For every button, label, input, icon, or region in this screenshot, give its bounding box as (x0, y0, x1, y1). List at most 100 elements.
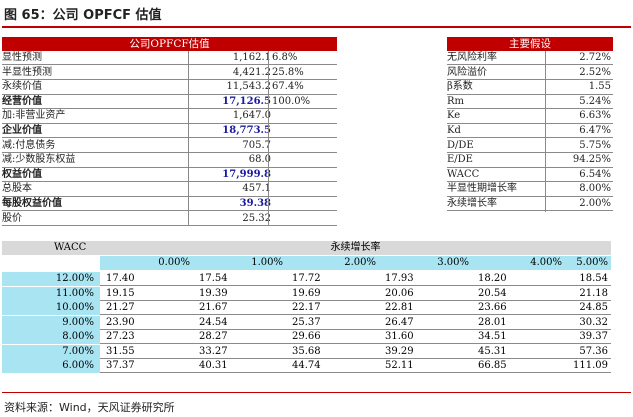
valuation-value: 4,421.2 (232, 66, 271, 78)
sensitivity-value-cell: 30.32 (579, 316, 608, 328)
sensitivity-row: 11.00% 19.15 19.39 19.69 20.06 20.54 21.18 (2, 286, 611, 301)
sensitivity-value-cell: 44.74 (292, 360, 321, 371)
assumption-value: 2.52% (579, 66, 611, 78)
sensitivity-value-cell: 34.51 (478, 331, 507, 342)
assumption-row: Kd 6.47% (447, 124, 613, 139)
title-rule (2, 26, 631, 28)
row-rule (100, 372, 611, 374)
sensitivity-header-row: WACC 永续增长率 (2, 241, 611, 256)
assumption-value: 5.24% (579, 95, 611, 107)
wacc-rate-cell: 11.00% (2, 286, 100, 301)
valuation-value: 68.0 (248, 154, 271, 166)
sensitivity-value-cell: 17.40 (106, 273, 135, 284)
table-divider (188, 51, 189, 227)
assumption-row: 风险溢价 2.52% (447, 66, 613, 80)
sensitivity-value-cell: 22.81 (385, 302, 414, 313)
valuation-label: 权益价值 (2, 168, 42, 180)
sensitivity-value-cell: 29.66 (292, 331, 321, 342)
sensitivity-value-cell: 35.68 (292, 345, 321, 357)
assumption-row: E/DE 94.25% (447, 153, 613, 168)
valuation-value: 1,162.1 (232, 52, 271, 63)
valuation-percent: 100.0% (272, 95, 311, 107)
valuation-row: 企业价值 18,773.5 (2, 124, 337, 139)
sensitivity-value-cell: 22.17 (292, 302, 321, 313)
assumption-row: 半显性期增长率 8.00% (447, 182, 613, 197)
valuation-label: 减:少数股东权益 (2, 154, 76, 166)
valuation-value: 17,999.8 (222, 168, 271, 180)
sensitivity-value-cell: 23.66 (478, 302, 507, 313)
sensitivity-value-cell: 19.69 (292, 287, 321, 299)
valuation-row: 减:少数股东权益 68.0 (2, 153, 337, 168)
sensitivity-value-cell: 20.06 (385, 287, 414, 299)
assumption-value: 6.47% (579, 125, 611, 136)
assumption-label: D/DE (447, 139, 474, 151)
valuation-value: 11,543.2 (226, 81, 271, 93)
sensitivity-value-cell: 28.27 (199, 331, 228, 342)
growth-rate-cell: 5.00% (565, 255, 611, 270)
table-divider (545, 51, 546, 212)
figure-title: 图 65：公司 OPFCF 估值 (4, 8, 162, 23)
assumption-value: 6.54% (579, 168, 611, 180)
wacc-rate-cell: 10.00% (2, 301, 100, 316)
growth-rate-row: 0.00% 1.00% 2.00% 3.00% 4.00% 5.00% (2, 255, 611, 270)
sensitivity-value-cell: 21.27 (106, 302, 135, 313)
valuation-value: 18,773.5 (222, 125, 271, 136)
valuation-row: 经营价值 17,126.5 100.0% (2, 95, 337, 110)
growth-rate-cell: 0.00% (100, 255, 193, 270)
sensitivity-value-cell: 57.36 (579, 345, 608, 357)
assumption-label: Kd (447, 125, 461, 136)
growth-rate-cell: 4.00% (472, 255, 565, 270)
assumption-row: Ke 6.63% (447, 109, 613, 124)
sensitivity-value-cell: 25.37 (292, 316, 321, 328)
valuation-value: 1,647.0 (232, 110, 271, 122)
assumption-value: 6.63% (579, 110, 611, 122)
assumption-label: WACC (447, 168, 480, 180)
sensitivity-value-cell: 18.54 (579, 273, 608, 284)
assumption-value: 1.55 (588, 81, 611, 93)
sensitivity-row: 9.00% 23.90 24.54 25.37 26.47 28.01 30.32 (2, 315, 611, 330)
assumption-value: 2.72% (579, 52, 611, 63)
valuation-label: 每股权益价值 (2, 198, 62, 209)
assumption-label: 半显性期增长率 (447, 183, 517, 195)
sensitivity-value-cell: 19.15 (106, 287, 135, 299)
assumption-label: 风险溢价 (447, 66, 487, 78)
valuation-row: 权益价值 17,999.8 (2, 168, 337, 183)
assumption-value: 94.25% (572, 154, 611, 166)
sensitivity-value-cell: 37.37 (106, 360, 135, 371)
sensitivity-value-cell: 21.18 (579, 287, 608, 299)
sensitivity-value-cell: 17.54 (199, 273, 228, 284)
assumption-row: β系数 1.55 (447, 80, 613, 95)
assumption-row: 无风险利率 2.72% (447, 51, 613, 66)
row-rule (100, 285, 611, 287)
sensitivity-row: 12.00% 17.40 17.54 17.72 17.93 18.20 18.54 (2, 272, 611, 287)
sensitivity-value-cell: 24.54 (199, 316, 228, 328)
sensitivity-value-cell: 27.23 (106, 331, 135, 342)
growth-header-cell: 永续增长率 (100, 241, 611, 256)
assumption-label: β系数 (447, 81, 473, 93)
valuation-row: 减:付息债务 705.7 (2, 139, 337, 153)
sensitivity-value-cell: 33.27 (199, 345, 228, 357)
sensitivity-value-cell: 24.85 (579, 302, 608, 313)
sensitivity-value-cell: 18.20 (478, 273, 507, 284)
valuation-label: 股价 (2, 212, 22, 224)
valuation-value: 39.38 (239, 198, 271, 209)
valuation-percent: 6.8% (272, 52, 298, 63)
valuation-row: 总股本 457.1 (2, 182, 337, 197)
wacc-rate-cell: 12.00% (2, 272, 100, 287)
sensitivity-value-cell: 31.55 (106, 345, 135, 357)
growth-rate-cell: 3.00% (379, 255, 472, 270)
assumption-row: 永续增长率 2.00% (447, 197, 613, 212)
row-rule (100, 357, 611, 359)
footer-rule (2, 392, 631, 393)
wacc-rate-cell: 9.00% (2, 315, 100, 330)
assumption-value: 8.00% (579, 183, 611, 195)
sensitivity-value-cell: 26.47 (385, 316, 414, 328)
sensitivity-value-cell: 45.31 (478, 345, 507, 357)
assumption-value: 2.00% (579, 198, 611, 209)
assumption-label: 永续增长率 (447, 198, 497, 209)
row-rule (100, 328, 611, 330)
assumption-label: Rm (447, 95, 465, 107)
assumption-row: D/DE 5.75% (447, 139, 613, 153)
sensitivity-value-cell: 39.37 (579, 331, 608, 342)
sensitivity-value-cell: 111.09 (573, 360, 608, 371)
